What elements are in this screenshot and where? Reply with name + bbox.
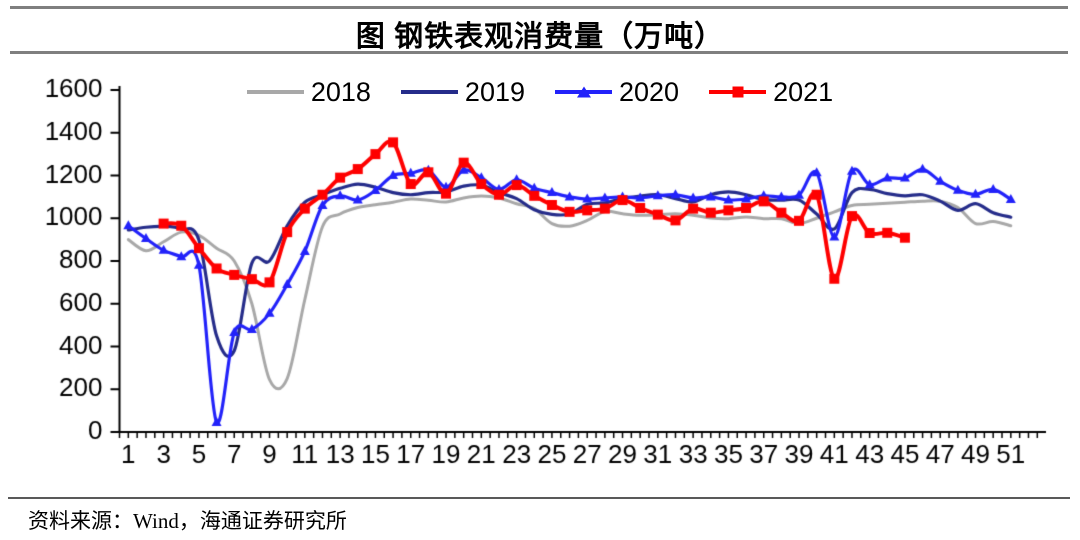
legend-item-2021: 2021 (709, 76, 834, 107)
legend-item-2018: 2018 (246, 76, 371, 107)
legend-2018-line-sample (246, 90, 304, 94)
legend-2021-line-sample (709, 86, 767, 98)
chart-legend: 2018 2019 2020 2021 (0, 77, 1080, 107)
legend-item-2020: 2020 (555, 76, 680, 107)
legend-2021-square-icon (732, 86, 744, 98)
legend-2019-line-sample (400, 90, 458, 94)
footer-rule (8, 497, 1070, 499)
legend-item-2019: 2019 (400, 76, 525, 107)
legend-label: 2018 (310, 76, 371, 107)
legend-label: 2020 (619, 76, 680, 107)
legend-label: 2021 (773, 76, 834, 107)
legend-label: 2019 (464, 76, 525, 107)
legend-2020-line-sample (555, 86, 612, 98)
source-note: 资料来源：Wind，海通证券研究所 (28, 509, 347, 533)
legend-2020-triangle-icon (576, 86, 591, 98)
